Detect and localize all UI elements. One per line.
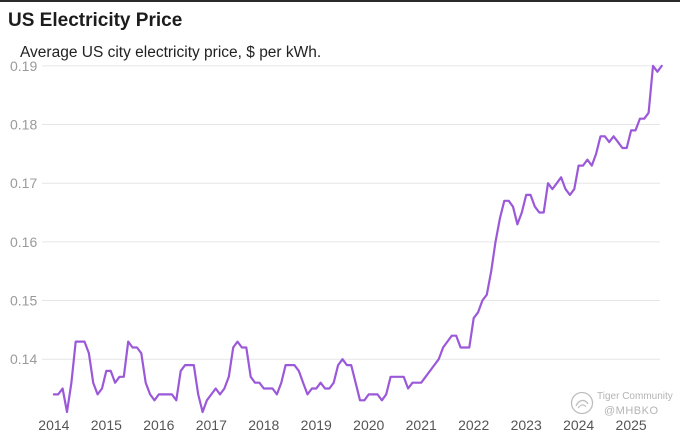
tiger-community-logo-icon — [570, 391, 594, 415]
x-tick-label: 2020 — [353, 417, 384, 433]
x-tick-label: 2022 — [458, 417, 489, 433]
y-tick-label: 0.17 — [10, 175, 37, 191]
y-tick-label: 0.15 — [10, 293, 37, 309]
y-tick-label: 0.16 — [10, 234, 37, 250]
price-series-line — [52, 64, 663, 414]
y-tick-label: 0.18 — [10, 117, 37, 133]
top-border — [0, 0, 680, 2]
x-tick-label: 2014 — [38, 417, 69, 433]
y-tick-label: 0.14 — [10, 351, 37, 367]
watermark: Tiger Community @MHBKO — [568, 390, 673, 418]
x-tick-label: 2016 — [143, 417, 174, 433]
watermark-brand: Tiger Community — [597, 391, 673, 402]
x-tick-label: 2015 — [91, 417, 122, 433]
x-tick-label: 2019 — [301, 417, 332, 433]
chart-subtitle: Average US city electricity price, $ per… — [20, 44, 322, 61]
watermark-handle: @MHBKO — [604, 405, 659, 417]
x-tick-label: 2017 — [196, 417, 227, 433]
y-tick-label: 0.19 — [10, 58, 37, 74]
chart-title: US Electricity Price — [8, 10, 183, 31]
x-tick-label: 2024 — [563, 417, 594, 433]
x-tick-label: 2023 — [511, 417, 542, 433]
x-tick-label: 2018 — [248, 417, 279, 433]
x-tick-label: 2021 — [406, 417, 437, 433]
x-tick-label: 2025 — [616, 417, 647, 433]
